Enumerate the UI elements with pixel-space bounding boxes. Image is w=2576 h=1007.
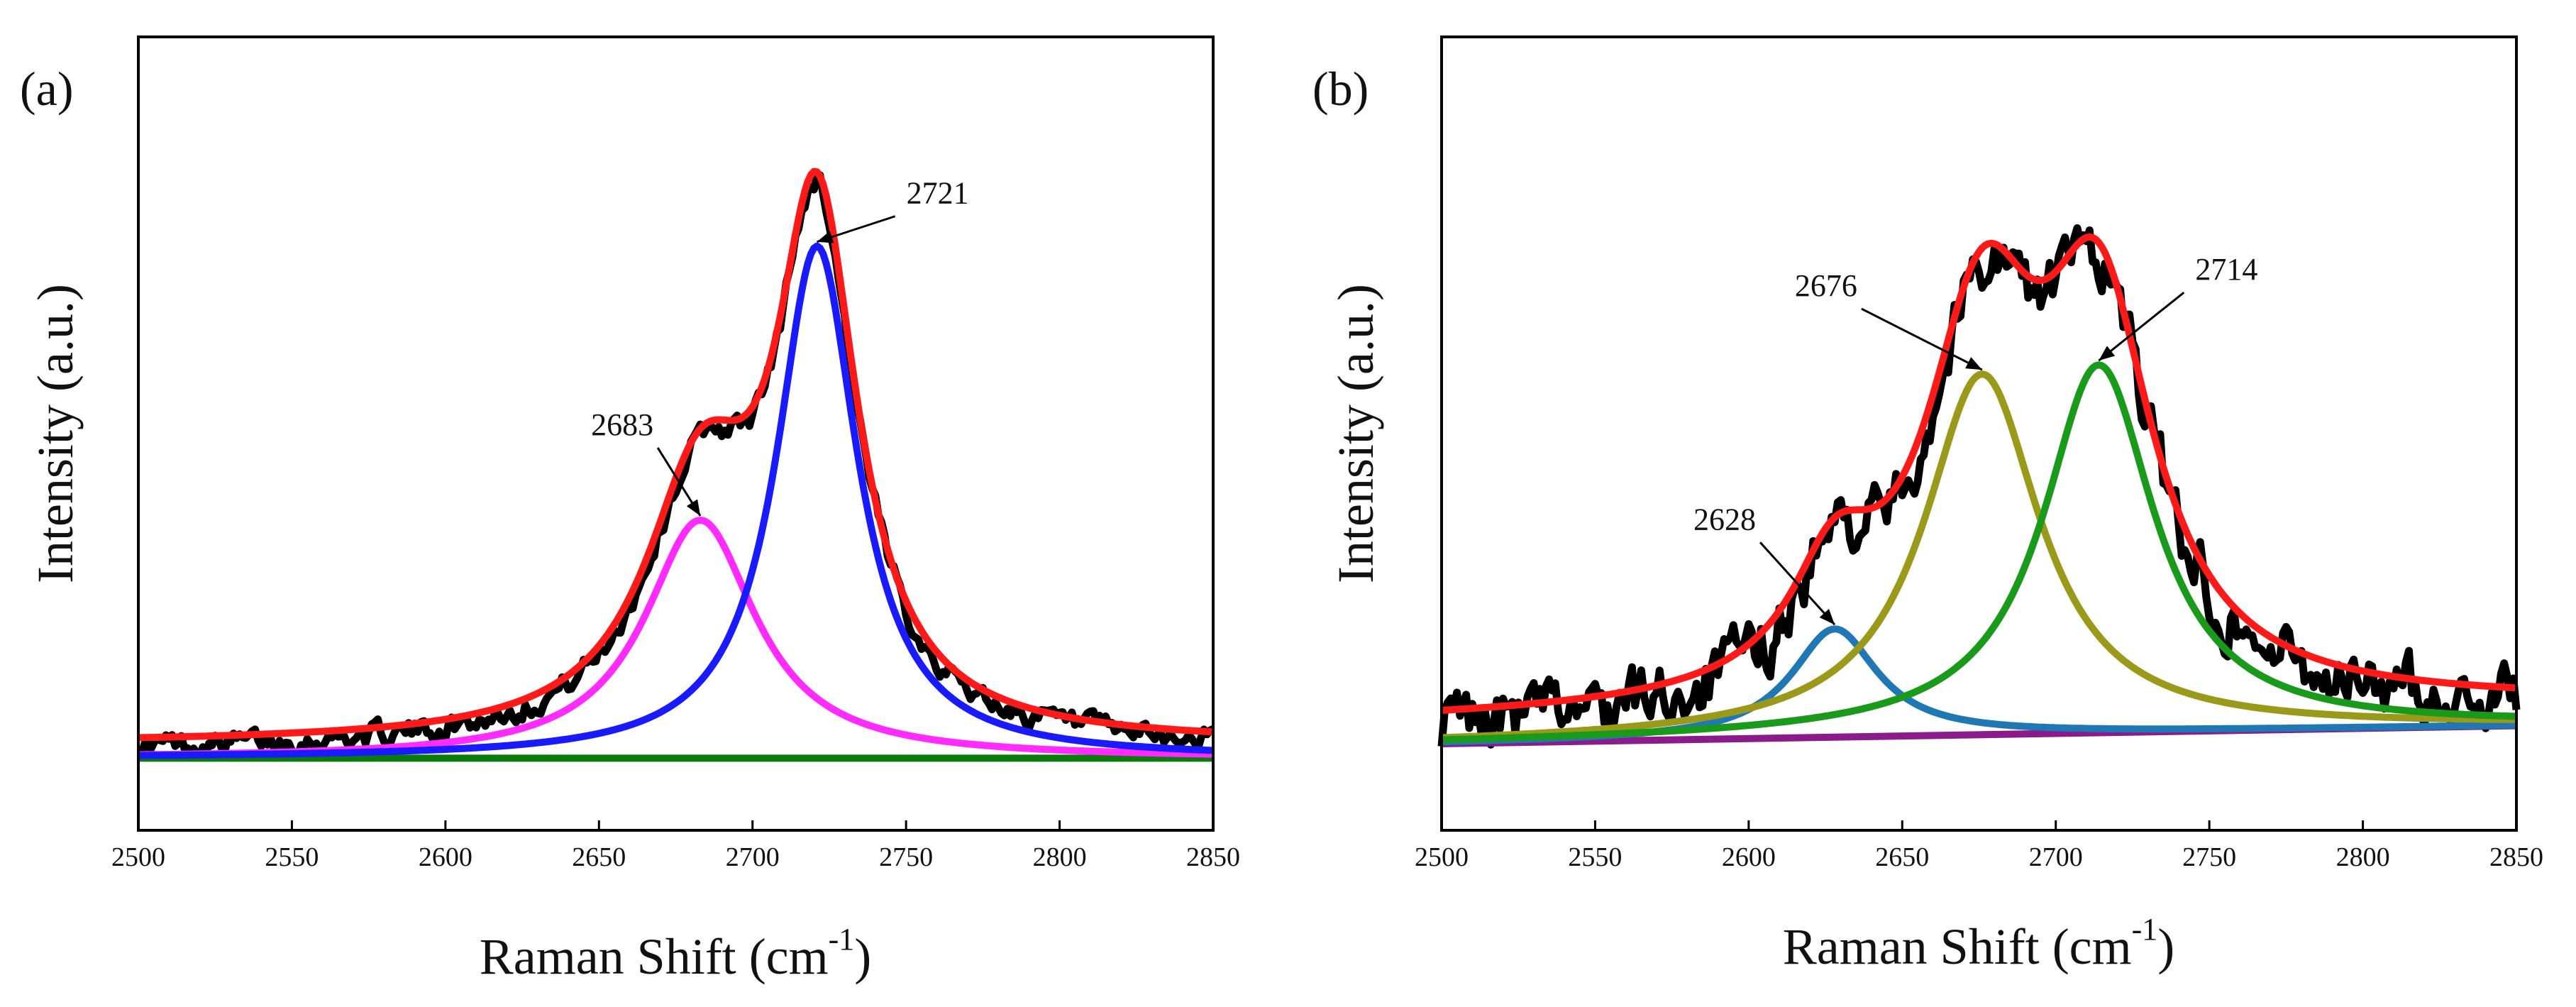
panel-a-x-ticks: 2500 2550 2600 2650 2700 2750 2800 2850 <box>111 820 1240 872</box>
peak-label-2683: 2683 <box>591 407 653 442</box>
x-tick-label: 2650 <box>1875 842 1929 872</box>
peak-label-2676: 2676 <box>1795 268 1857 303</box>
panel-a-plot-area: 2500 2550 2600 2650 2700 2750 2800 2850 2683 272… <box>111 35 1240 872</box>
peak-arrow-2628 <box>1759 541 1836 626</box>
panel-a-label: (a) <box>20 62 73 116</box>
x-tick-label: 2650 <box>572 842 626 872</box>
x-tick-label: 2800 <box>2336 842 2390 872</box>
x-tick-label: 2750 <box>2182 842 2236 872</box>
peak-2676-line <box>1441 370 2517 742</box>
x-tick-label: 2500 <box>111 842 165 872</box>
x-tick-label: 2800 <box>1033 842 1087 872</box>
peak-label-2714: 2714 <box>2195 252 2257 287</box>
peak-2721-line <box>138 242 1214 759</box>
peak-2714-line <box>1441 361 2517 744</box>
panel-a-frame <box>137 35 1215 832</box>
panel-a-annotations: 2683 2721 <box>591 176 969 517</box>
x-tick-label: 2550 <box>265 842 319 872</box>
panel-b-x-ticks: 2500 2550 2600 2650 2700 2750 2800 2850 <box>1415 820 2543 872</box>
panel-b-x-axis-label: Raman Shift (cm-1) <box>1783 912 2175 975</box>
panel-b-y-axis-label: Intensity (a.u.) <box>1327 284 1384 583</box>
peak-arrow-2676 <box>1861 307 1983 371</box>
panel-b-annotations: 2628 2676 2714 <box>1693 252 2257 626</box>
x-tick-label: 2500 <box>1415 842 1469 872</box>
x-tick-label: 2600 <box>419 842 472 872</box>
peak-2683-line <box>138 517 1214 759</box>
peak-arrow-2714 <box>2098 291 2185 362</box>
panel-a-y-axis-label: Intensity (a.u.) <box>27 284 84 583</box>
peak-label-2628: 2628 <box>1693 502 1756 536</box>
panel-a: (a) 2500 2550 2600 2650 2700 2750 2800 2850 268… <box>20 35 1240 985</box>
x-tick-label: 2750 <box>879 842 933 872</box>
peak-arrowhead-2714 <box>2099 346 2116 361</box>
x-tick-label: 2850 <box>1186 842 1240 872</box>
panel-a-series <box>137 167 1215 762</box>
peak-label-2721: 2721 <box>907 176 969 211</box>
x-tick-label: 2700 <box>2029 842 2083 872</box>
peak-arrowhead-2683 <box>686 499 701 516</box>
panel-a-x-axis-label: Raman Shift (cm-1) <box>480 922 872 985</box>
panel-b-plot-area: 2500 2550 2600 2650 2700 2750 2800 2850 2628 267… <box>1415 35 2543 872</box>
x-tick-label: 2700 <box>726 842 780 872</box>
cumulative-fit-line <box>1441 233 2517 714</box>
panel-b: (b) 2500 2550 2600 2650 2700 2750 2800 2850 262… <box>1312 35 2543 975</box>
x-tick-label: 2550 <box>1568 842 1622 872</box>
panel-b-frame <box>1440 35 2518 832</box>
peak-arrowhead-2628 <box>1819 608 1835 625</box>
panel-b-label: (b) <box>1312 62 1369 116</box>
cumulative-fit-line <box>138 167 1214 742</box>
x-tick-label: 2600 <box>1722 842 1776 872</box>
measured-spectrum-line <box>137 171 1215 761</box>
peak-arrowhead-2721 <box>817 231 834 243</box>
panel-b-series <box>1437 224 2521 749</box>
x-tick-label: 2850 <box>2489 842 2543 872</box>
peak-arrowhead-2676 <box>1965 357 1982 370</box>
